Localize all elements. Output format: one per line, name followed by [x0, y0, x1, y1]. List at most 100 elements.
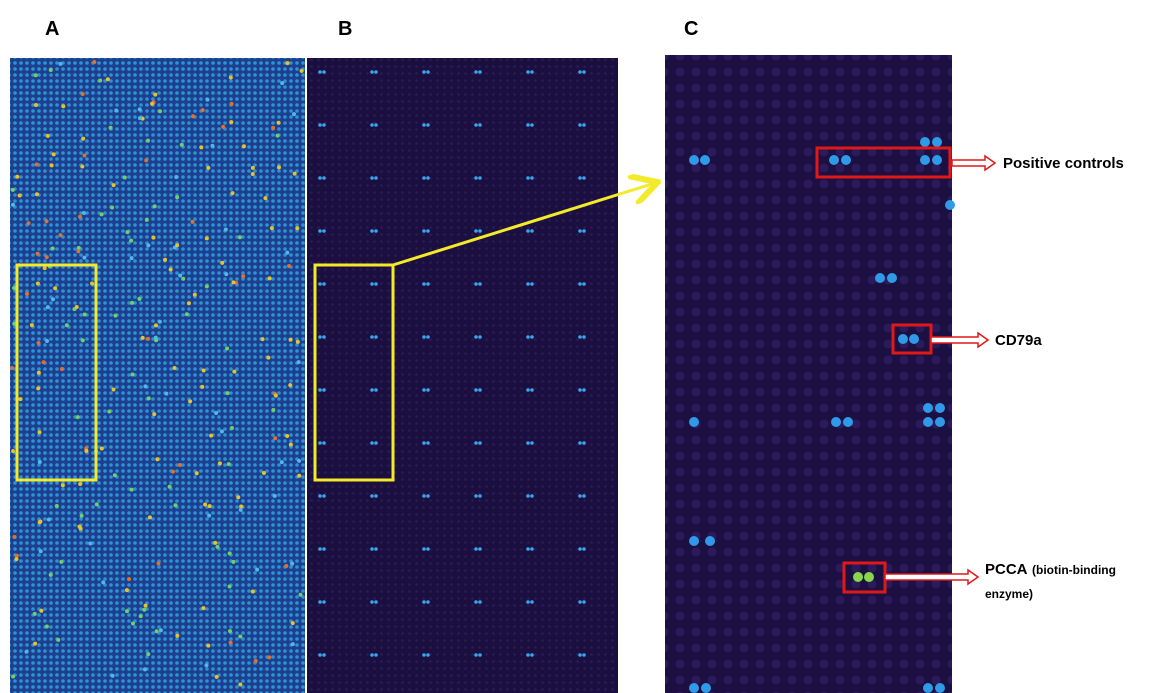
spot [35, 281, 40, 286]
spot [297, 458, 302, 463]
spot [322, 494, 326, 498]
spot [374, 123, 378, 127]
spot [370, 176, 374, 180]
spot [37, 430, 42, 435]
spot [887, 273, 897, 283]
spot [231, 559, 236, 564]
spot [209, 433, 214, 438]
spot [152, 204, 157, 209]
spot [38, 519, 43, 524]
spot [110, 673, 115, 678]
spot [322, 176, 326, 180]
spot [122, 175, 127, 180]
spot [146, 138, 151, 143]
spot [64, 323, 69, 328]
spot [422, 547, 426, 551]
spot [426, 176, 430, 180]
spot [370, 229, 374, 233]
spot [426, 229, 430, 233]
spot [526, 70, 530, 74]
spot [80, 164, 85, 169]
spot [192, 292, 197, 297]
spot [422, 70, 426, 74]
spot [137, 116, 142, 121]
spot [422, 653, 426, 657]
spot [374, 653, 378, 657]
spot [74, 304, 79, 309]
spot [146, 396, 151, 401]
spot [205, 97, 210, 102]
spot [582, 388, 586, 392]
spot [864, 572, 874, 582]
spot [526, 547, 530, 551]
spot [178, 273, 183, 278]
spot [33, 641, 38, 646]
spot [214, 674, 219, 679]
spot [318, 441, 322, 445]
spot [275, 133, 280, 138]
spot [478, 388, 482, 392]
spot [261, 470, 266, 475]
spot [207, 513, 212, 518]
spot [322, 123, 326, 127]
spot [34, 102, 39, 107]
spot [201, 606, 206, 611]
spot [130, 621, 135, 626]
spot [227, 551, 232, 556]
annotation-label: Positive controls [1003, 155, 1124, 172]
spot [78, 214, 83, 219]
spot [147, 515, 152, 520]
spot [194, 471, 199, 476]
spot [143, 603, 148, 608]
spot [422, 176, 426, 180]
spot [526, 335, 530, 339]
spot [59, 366, 64, 371]
spot [478, 282, 482, 286]
spot [898, 334, 908, 344]
spot [137, 296, 142, 301]
spot [318, 494, 322, 498]
spot [76, 245, 81, 250]
spot [129, 487, 134, 492]
spot [175, 633, 180, 638]
spot [923, 403, 933, 413]
spot [582, 70, 586, 74]
spot [45, 133, 50, 138]
spot [229, 425, 234, 430]
spot [266, 355, 271, 360]
spot [474, 600, 478, 604]
spot [175, 243, 180, 248]
spot [426, 123, 430, 127]
spot [530, 388, 534, 392]
spot [18, 397, 23, 402]
spot [530, 123, 534, 127]
spot [909, 334, 919, 344]
spot [853, 572, 863, 582]
spot [207, 504, 212, 509]
spot [299, 68, 304, 73]
spot [474, 70, 478, 74]
spot [701, 683, 711, 693]
spot [530, 335, 534, 339]
spot [526, 388, 530, 392]
spot [124, 588, 129, 593]
spot [79, 513, 84, 518]
spot [582, 335, 586, 339]
spot [530, 494, 534, 498]
spot [478, 653, 482, 657]
spot [98, 78, 103, 83]
spot [221, 124, 226, 129]
spot [203, 502, 208, 507]
spot [82, 312, 87, 317]
spot [110, 205, 115, 210]
spot [12, 321, 17, 326]
spot [101, 580, 106, 585]
spot [292, 112, 297, 117]
spot [224, 272, 229, 277]
spot [250, 165, 255, 170]
spot [177, 463, 182, 468]
spot [280, 81, 285, 86]
spot [167, 484, 172, 489]
spot [80, 338, 85, 343]
spot [217, 461, 222, 466]
